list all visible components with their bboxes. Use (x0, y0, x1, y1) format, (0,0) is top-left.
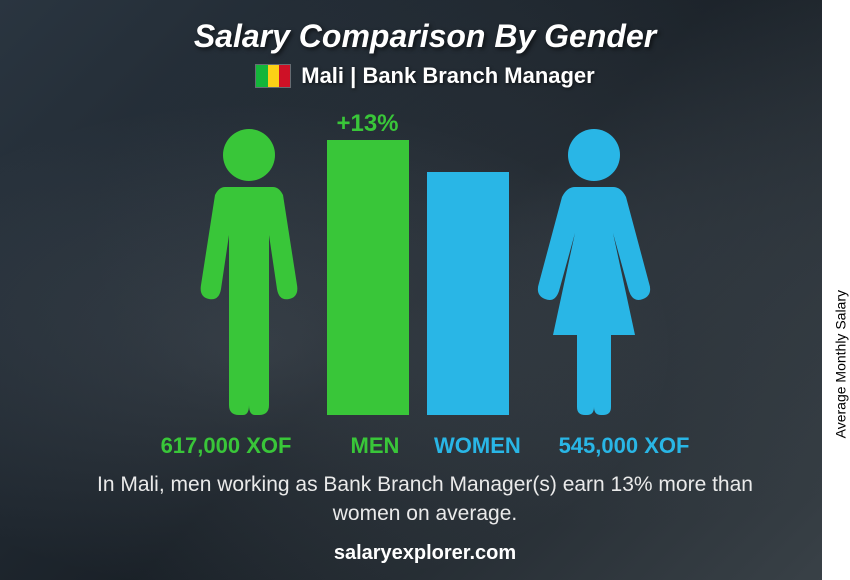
women-bar (427, 172, 509, 415)
men-bar-wrap: +13% (327, 140, 409, 415)
pct-diff-label: +13% (336, 110, 398, 138)
labels-row: 617,000 XOF MEN WOMEN 545,000 XOF (30, 433, 820, 459)
men-salary: 617,000 XOF (136, 433, 316, 459)
mali-flag-icon (255, 64, 291, 88)
women-salary: 545,000 XOF (534, 433, 714, 459)
subtitle: Mali | Bank Branch Manager (30, 63, 820, 89)
description-text: In Mali, men working as Bank Branch Mana… (30, 471, 820, 528)
yaxis-label: Average Monthly Salary (832, 290, 848, 438)
women-label: WOMEN (434, 433, 516, 459)
women-bar-wrap (427, 172, 509, 415)
chart-area: +13% (30, 104, 820, 425)
male-person-icon (189, 125, 309, 415)
flag-stripe-2 (268, 65, 279, 87)
bar-group: +13% (327, 140, 509, 415)
subtitle-text: Mali | Bank Branch Manager (301, 63, 594, 89)
flag-stripe-1 (256, 65, 267, 87)
page-title: Salary Comparison By Gender (30, 18, 820, 55)
men-label: MEN (334, 433, 416, 459)
men-bar (327, 140, 409, 415)
female-person-icon (527, 125, 662, 415)
flag-stripe-3 (279, 65, 290, 87)
footer-source: salaryexplorer.com (30, 542, 820, 565)
